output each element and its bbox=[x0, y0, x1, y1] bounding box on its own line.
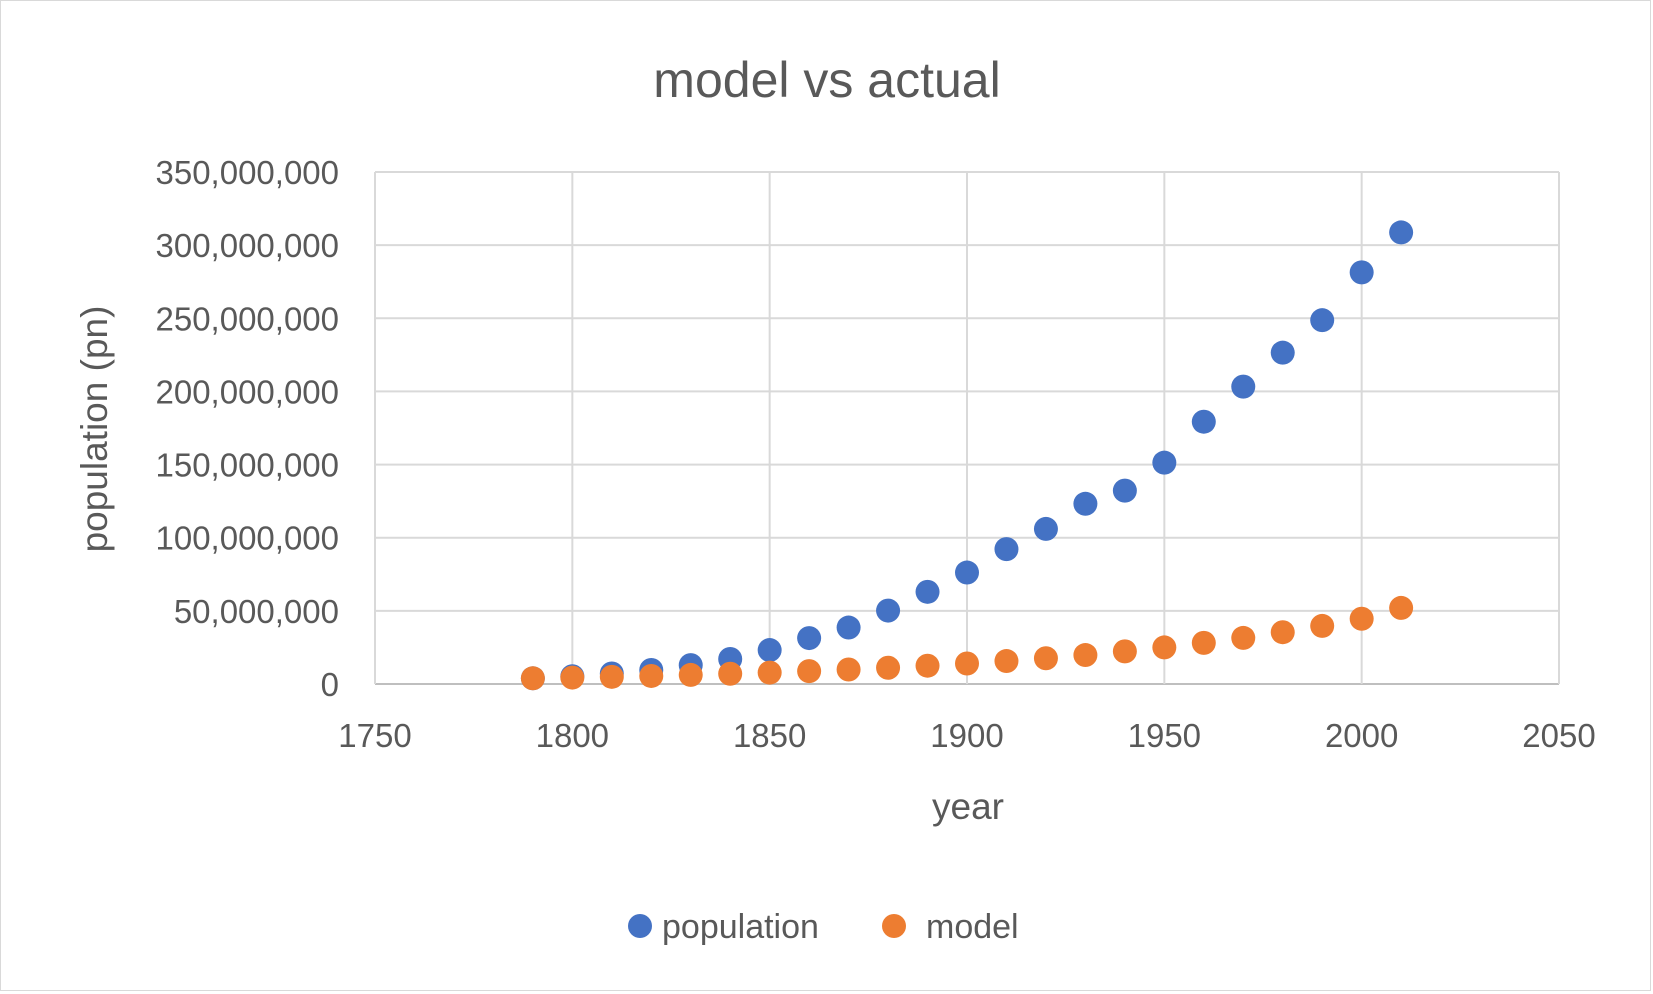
x-tick-label: 2050 bbox=[1522, 717, 1595, 754]
chart-title: model vs actual bbox=[653, 52, 1000, 108]
data-point-population bbox=[797, 626, 822, 651]
x-tick-label: 1950 bbox=[1128, 717, 1201, 754]
data-point-population bbox=[757, 638, 782, 663]
y-tick-label: 50,000,000 bbox=[174, 593, 339, 630]
data-point-model bbox=[757, 660, 782, 685]
x-tick-label: 1900 bbox=[930, 717, 1003, 754]
data-point-population bbox=[1310, 308, 1335, 333]
data-point-model bbox=[1073, 643, 1098, 668]
y-tick-label: 250,000,000 bbox=[155, 300, 339, 337]
x-tick-label: 2000 bbox=[1325, 717, 1398, 754]
data-point-population bbox=[994, 537, 1019, 562]
y-tick-label: 300,000,000 bbox=[155, 227, 339, 264]
data-point-model bbox=[520, 666, 545, 691]
x-tick-label: 1750 bbox=[338, 717, 411, 754]
y-tick-label: 0 bbox=[321, 666, 339, 703]
data-point-population bbox=[1152, 450, 1177, 475]
y-tick-label: 150,000,000 bbox=[155, 447, 339, 484]
data-point-population bbox=[1349, 260, 1374, 285]
data-point-model bbox=[915, 653, 940, 678]
data-point-population bbox=[1389, 220, 1414, 245]
data-point-model bbox=[1112, 639, 1137, 664]
data-point-model bbox=[639, 663, 664, 688]
legend-marker-population bbox=[628, 914, 652, 938]
data-point-model bbox=[994, 649, 1019, 674]
data-point-model bbox=[836, 657, 861, 682]
legend: population model bbox=[628, 908, 1019, 946]
data-point-model bbox=[560, 665, 585, 690]
data-point-population bbox=[876, 598, 901, 623]
y-tick-label: 200,000,000 bbox=[155, 373, 339, 410]
legend-marker-model bbox=[882, 914, 906, 938]
data-point-model bbox=[599, 664, 624, 689]
gridlines bbox=[374, 171, 1560, 685]
x-axis-label: year bbox=[932, 786, 1004, 827]
data-point-population bbox=[1073, 491, 1098, 516]
data-point-model bbox=[678, 662, 703, 687]
y-tick-label: 100,000,000 bbox=[155, 520, 339, 557]
data-point-model bbox=[955, 651, 979, 676]
x-tick-label: 1850 bbox=[733, 717, 806, 754]
data-point-model bbox=[1310, 613, 1335, 638]
y-tick-label: 350,000,000 bbox=[155, 154, 339, 191]
data-point-model bbox=[1270, 620, 1295, 645]
data-point-model bbox=[1152, 635, 1177, 660]
x-tick-label: 1800 bbox=[536, 717, 609, 754]
data-point-population bbox=[1191, 409, 1216, 434]
data-point-model bbox=[718, 661, 743, 686]
data-point-model bbox=[1349, 606, 1374, 631]
data-point-population bbox=[1033, 516, 1058, 541]
series-model bbox=[520, 595, 1414, 691]
data-points bbox=[520, 220, 1414, 691]
legend-label-model: model bbox=[926, 908, 1019, 946]
data-point-model bbox=[1033, 646, 1058, 671]
data-point-model bbox=[1389, 595, 1414, 620]
data-point-model bbox=[1191, 630, 1216, 655]
data-point-population bbox=[1231, 374, 1256, 399]
data-point-population bbox=[915, 579, 940, 604]
y-axis-label: population (pn) bbox=[74, 306, 115, 553]
data-point-population bbox=[836, 615, 861, 640]
x-axis-ticks: 1750 1800 1850 1900 1950 2000 2050 bbox=[338, 717, 1595, 754]
legend-label-population: population bbox=[662, 908, 819, 946]
data-point-model bbox=[876, 655, 901, 680]
data-point-population bbox=[1112, 478, 1137, 503]
data-point-model bbox=[1231, 625, 1256, 650]
data-point-model bbox=[797, 659, 822, 684]
data-point-population bbox=[1270, 340, 1295, 365]
y-axis-ticks: 0 50,000,000 100,000,000 150,000,000 200,000… bbox=[155, 154, 339, 703]
data-point-population bbox=[955, 560, 979, 585]
